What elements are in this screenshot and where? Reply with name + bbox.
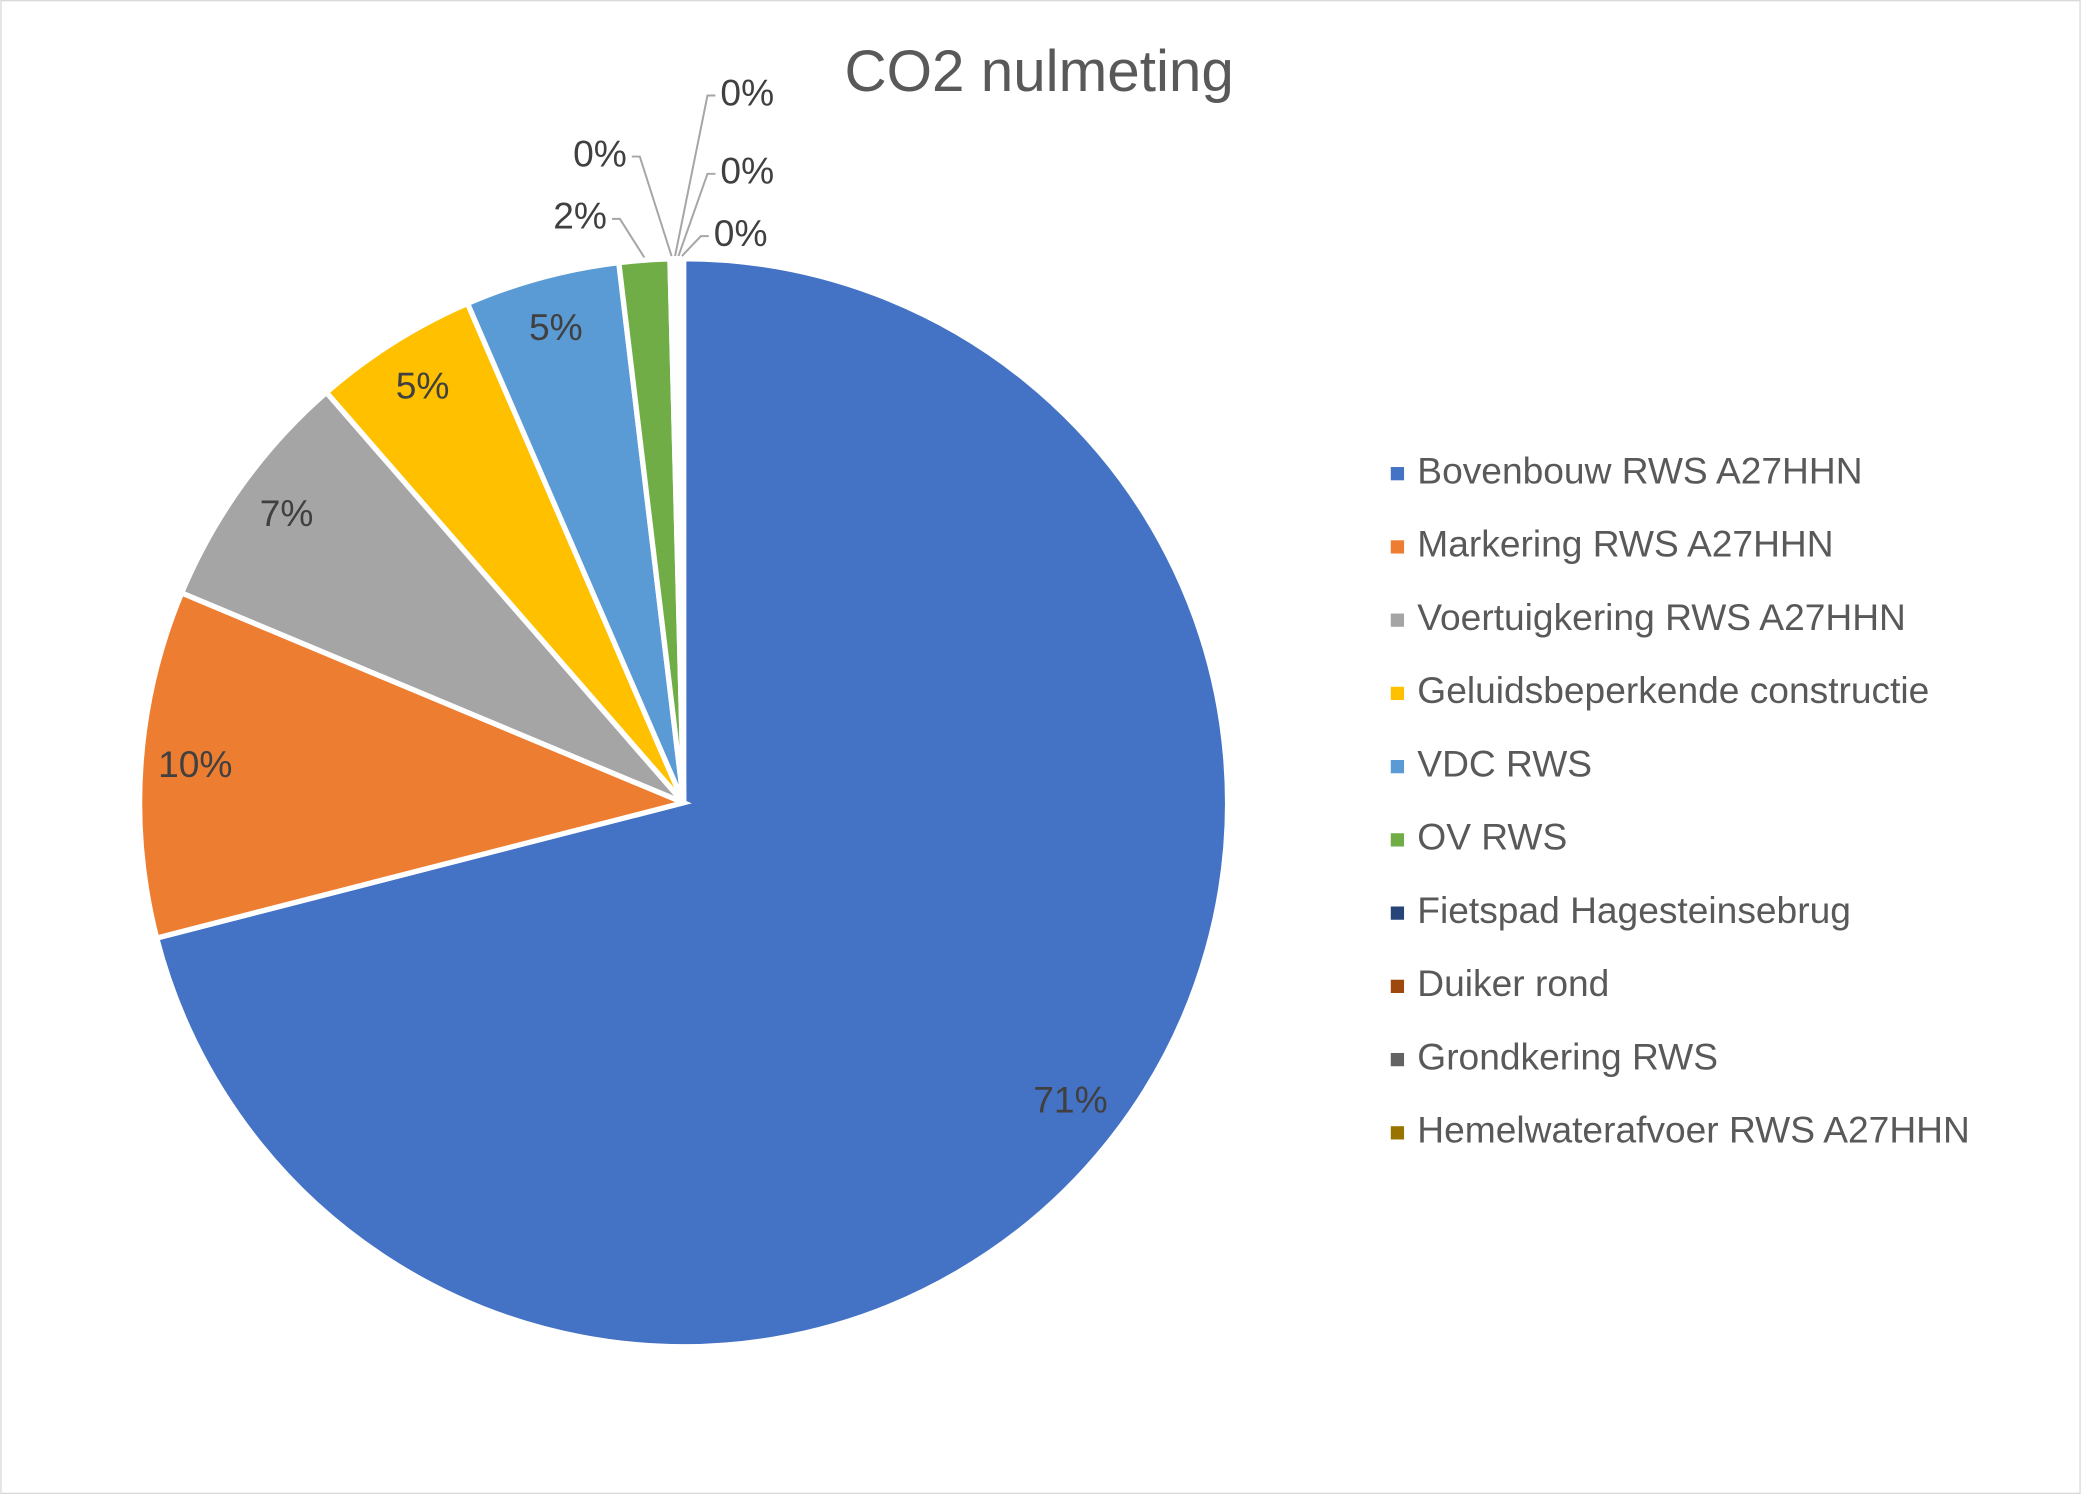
data-label: 5% — [396, 364, 450, 406]
legend-label: Voertuigkering RWS A27HHN — [1417, 596, 1906, 638]
legend-swatch — [1390, 833, 1405, 847]
legend-swatch — [1390, 979, 1405, 993]
legend-label: OV RWS — [1417, 816, 1567, 858]
data-label: 10% — [158, 743, 232, 785]
legend-swatch — [1390, 467, 1405, 481]
legend-label: Geluidsbeperkende constructie — [1417, 669, 1929, 711]
legend-label: Hemelwaterafvoer RWS A27HHN — [1417, 1109, 1969, 1151]
data-label: 2% — [553, 195, 607, 237]
legend-label: Duiker rond — [1417, 962, 1609, 1004]
chart-title: CO2 nulmeting — [844, 39, 1233, 104]
data-label: 5% — [529, 306, 583, 348]
legend-swatch — [1390, 540, 1405, 554]
pie-slice — [677, 256, 687, 803]
legend-swatch — [1390, 1126, 1405, 1140]
leader-line — [611, 217, 646, 259]
legend-swatch — [1390, 760, 1405, 774]
legend-swatch — [1390, 613, 1405, 627]
data-label: 7% — [260, 492, 314, 534]
legend-label: Grondkering RWS — [1417, 1035, 1718, 1077]
leader-line — [681, 235, 709, 257]
data-label: 0% — [720, 150, 774, 192]
legend-label: VDC RWS — [1417, 742, 1592, 784]
legend-label: Bovenbouw RWS A27HHN — [1417, 449, 1862, 491]
legend-swatch — [1390, 1052, 1405, 1067]
data-label: 71% — [1033, 1079, 1107, 1121]
pie-slice — [464, 259, 687, 804]
leader-line — [674, 94, 716, 257]
data-label: 0% — [573, 132, 627, 174]
data-label: 0% — [714, 212, 768, 254]
pie-slice — [322, 299, 687, 805]
legend-label: Fietspad Hagesteinsebrug — [1417, 889, 1851, 931]
pie-slice — [178, 388, 686, 806]
legend-swatch — [1390, 686, 1405, 701]
legend-swatch — [1390, 906, 1405, 920]
pie-slice — [136, 589, 692, 942]
pie-slice — [153, 256, 1231, 1350]
leader-line — [631, 155, 673, 257]
leader-line — [677, 172, 716, 257]
data-label: 0% — [720, 71, 774, 113]
legend-label: Markering RWS A27HHN — [1417, 523, 1833, 565]
